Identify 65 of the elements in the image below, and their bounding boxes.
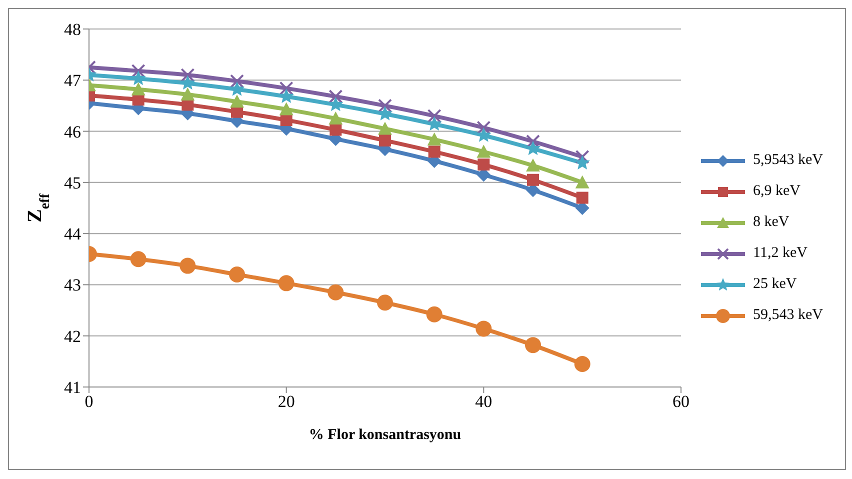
point [427, 108, 442, 123]
y-tick-label: 44 [64, 224, 82, 244]
point [576, 192, 588, 204]
point [131, 64, 146, 78]
point [229, 266, 245, 282]
point [278, 275, 294, 292]
point [330, 124, 342, 136]
y-tick-label: 48 [64, 20, 81, 40]
point [525, 337, 541, 354]
point [180, 87, 195, 100]
point [476, 120, 491, 135]
point [130, 70, 146, 86]
point [377, 106, 393, 120]
point [378, 122, 392, 135]
point [180, 258, 196, 274]
x-tick-label: 60 [672, 392, 690, 412]
point [476, 320, 492, 337]
point [180, 68, 195, 82]
x-tick-label: 20 [278, 392, 295, 412]
point [478, 158, 490, 171]
point [476, 127, 492, 142]
point [229, 81, 245, 96]
point [426, 116, 442, 131]
point [427, 132, 442, 146]
y-tick-label: 45 [64, 173, 81, 192]
point [279, 81, 294, 96]
point [328, 96, 344, 112]
point [575, 150, 590, 164]
point [525, 140, 541, 156]
point [377, 294, 393, 311]
point [426, 306, 442, 322]
point [379, 134, 391, 146]
x-axis-title: % Flor konsantrasyonu [308, 427, 462, 443]
point [230, 94, 244, 108]
y-tick-label: 42 [64, 326, 81, 346]
point [526, 134, 540, 149]
point [328, 112, 343, 124]
point [278, 88, 294, 103]
point [328, 284, 344, 300]
legend-label: 25 keV [753, 276, 797, 293]
point [180, 75, 196, 90]
x-tick-label: 0 [84, 392, 94, 412]
point [230, 74, 244, 88]
point [527, 174, 539, 186]
legend-label: 59,543 keV [753, 307, 823, 324]
point [574, 356, 590, 372]
point [378, 98, 392, 113]
point [428, 146, 440, 158]
y-tick-label: 46 [64, 122, 81, 142]
point [574, 154, 590, 170]
y-tick-label: 47 [64, 71, 82, 90]
y-tick-label: 41 [64, 378, 81, 398]
point [575, 175, 590, 188]
point [328, 90, 343, 104]
x-tick-label: 40 [475, 392, 492, 412]
point [279, 102, 294, 116]
point [476, 144, 491, 158]
point [131, 82, 146, 96]
y-tick-label: 43 [64, 276, 81, 295]
legend-label: 11,2 keV [753, 245, 808, 262]
point [526, 158, 540, 172]
point [130, 251, 146, 268]
legend-label: 6,9 keV [753, 183, 800, 200]
legend-label: 8 keV [753, 214, 790, 231]
legend-label: 5,9543 keV [753, 152, 823, 169]
